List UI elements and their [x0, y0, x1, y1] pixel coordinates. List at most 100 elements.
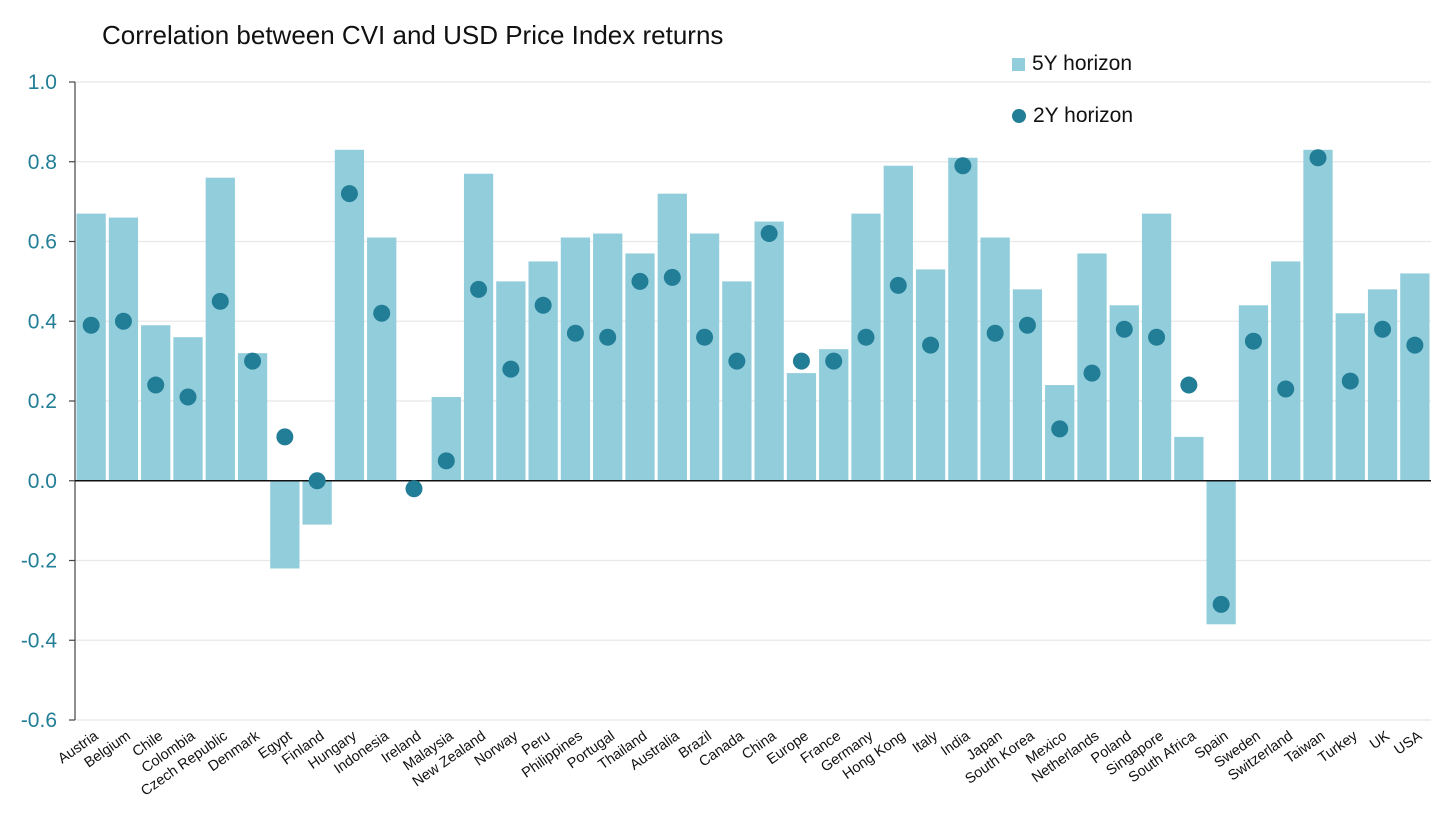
- bar-5y-egypt: [270, 480, 300, 569]
- dot-2y-portugal: [599, 328, 617, 346]
- dot-2y-new-zealand: [470, 280, 488, 298]
- dot-2y-philippines: [566, 324, 584, 342]
- bar-5y-belgium: [108, 217, 139, 481]
- legend-item-5y: 5Y horizon: [1012, 52, 1132, 76]
- dot-2y-germany: [857, 328, 875, 346]
- dot-2y-australia: [663, 268, 681, 286]
- dot-2y-colombia: [179, 388, 197, 406]
- y-tick-label: 0.8: [28, 151, 57, 174]
- y-tick-label: -0.6: [21, 709, 57, 732]
- dot-2y-hungary: [340, 185, 358, 203]
- bar-5y-new-zealand: [463, 173, 494, 481]
- dot-2y-poland: [1115, 320, 1133, 338]
- legend-bar-swatch-icon: [1012, 57, 1025, 71]
- bar-5y-czech-republic: [205, 177, 235, 481]
- y-tick-label: 0.4: [28, 310, 58, 333]
- dot-2y-uk: [1374, 320, 1392, 338]
- dot-2y-india: [954, 157, 972, 175]
- dot-2y-china: [760, 225, 778, 243]
- x-tick-label: USA: [1392, 728, 1426, 758]
- bar-5y-taiwan: [1303, 149, 1333, 481]
- gridlines: [75, 81, 1431, 721]
- dot-2y-peru: [534, 296, 552, 314]
- dot-2y-ireland: [405, 480, 423, 498]
- bar-5y-thailand: [625, 253, 655, 481]
- bar-5y-hong-kong: [883, 165, 913, 481]
- bar-5y-india: [948, 157, 978, 481]
- legend-dot-swatch-icon: [1012, 109, 1026, 123]
- bar-5y-france: [819, 349, 849, 481]
- dot-2y-spain: [1212, 595, 1230, 613]
- dot-2y-norway: [502, 360, 520, 378]
- bar-5y-china: [754, 221, 784, 481]
- dot-2y-hong-kong: [889, 276, 907, 294]
- dot-2y-denmark: [244, 352, 262, 370]
- x-tick-label: Italy: [910, 728, 942, 757]
- dot-2y-czech-republic: [211, 292, 229, 310]
- bar-5y-south-africa: [1174, 436, 1204, 481]
- dot-2y-mexico: [1051, 420, 1069, 438]
- bar-5y-japan: [980, 237, 1010, 481]
- dot-2y-europe: [792, 352, 810, 370]
- y-tick-label: -0.2: [21, 550, 57, 573]
- dot-2y-finland: [308, 472, 326, 490]
- dot-2y-japan: [986, 324, 1004, 342]
- dot-2y-chile: [147, 376, 165, 394]
- bar-5y-canada: [722, 281, 752, 481]
- dot-2y-switzerland: [1277, 380, 1295, 398]
- dot-2y-thailand: [631, 272, 649, 290]
- dot-2y-austria: [82, 316, 100, 334]
- y-tick-label: 1.0: [28, 71, 57, 94]
- dot-2y-usa: [1406, 336, 1424, 354]
- bar-5y-italy: [915, 269, 946, 481]
- chart-title: Correlation between CVI and USD Price In…: [102, 20, 724, 50]
- axes: [69, 81, 1431, 721]
- dot-2y-egypt: [276, 428, 294, 446]
- bar-5y-germany: [851, 213, 881, 481]
- bar-5y-europe: [786, 373, 817, 481]
- y-axis-ticks: 1.0 0.8 0.6 0.4 0.2 0.0 -0.2 -0.4 -0.6: [21, 71, 58, 732]
- bar-5y-uk: [1367, 289, 1398, 481]
- bar-5y-usa: [1400, 273, 1430, 481]
- bar-5y-turkey: [1335, 313, 1365, 481]
- dot-2y-malaysia: [437, 452, 455, 470]
- dot-2y-taiwan: [1309, 149, 1327, 167]
- bar-5y-brazil: [689, 233, 720, 481]
- legend-label-5y: 5Y horizon: [1032, 52, 1133, 75]
- bar-5y-australia: [657, 193, 687, 481]
- bar-5y-switzerland: [1271, 261, 1301, 481]
- bar-5y-hungary: [334, 149, 365, 481]
- y-tick-label: 0.2: [28, 390, 57, 413]
- legend-label-2y: 2Y horizon: [1033, 104, 1134, 127]
- dot-2y-south-korea: [1018, 316, 1036, 334]
- y-tick-label: 0.6: [28, 231, 57, 254]
- y-tick-label: -0.4: [21, 629, 58, 652]
- dot-2y-france: [825, 352, 843, 370]
- dot-2y-italy: [922, 336, 940, 354]
- bar-5y-austria: [76, 213, 106, 481]
- dot-2y-indonesia: [373, 304, 391, 322]
- dot-2y-singapore: [1148, 328, 1166, 346]
- dot-2y-brazil: [696, 328, 714, 346]
- bar-5y-denmark: [237, 353, 268, 481]
- bar-series-5y: [76, 149, 1430, 625]
- dot-series-2y: [82, 149, 1424, 613]
- bar-5y-portugal: [593, 233, 623, 481]
- dot-2y-turkey: [1341, 372, 1359, 390]
- bar-5y-norway: [496, 281, 526, 481]
- bar-5y-peru: [528, 261, 558, 481]
- dot-2y-canada: [728, 352, 746, 370]
- bar-5y-indonesia: [367, 237, 397, 481]
- legend-item-2y: 2Y horizon: [1012, 104, 1133, 128]
- y-tick-label: 0.0: [28, 470, 57, 493]
- bar-5y-colombia: [173, 337, 203, 481]
- dot-2y-sweden: [1244, 332, 1262, 350]
- dot-2y-netherlands: [1083, 364, 1101, 382]
- bar-5y-chile: [141, 325, 171, 481]
- dot-2y-belgium: [114, 312, 132, 330]
- bar-5y-philippines: [560, 237, 591, 481]
- bar-5y-singapore: [1141, 213, 1172, 481]
- bar-5y-sweden: [1238, 305, 1269, 481]
